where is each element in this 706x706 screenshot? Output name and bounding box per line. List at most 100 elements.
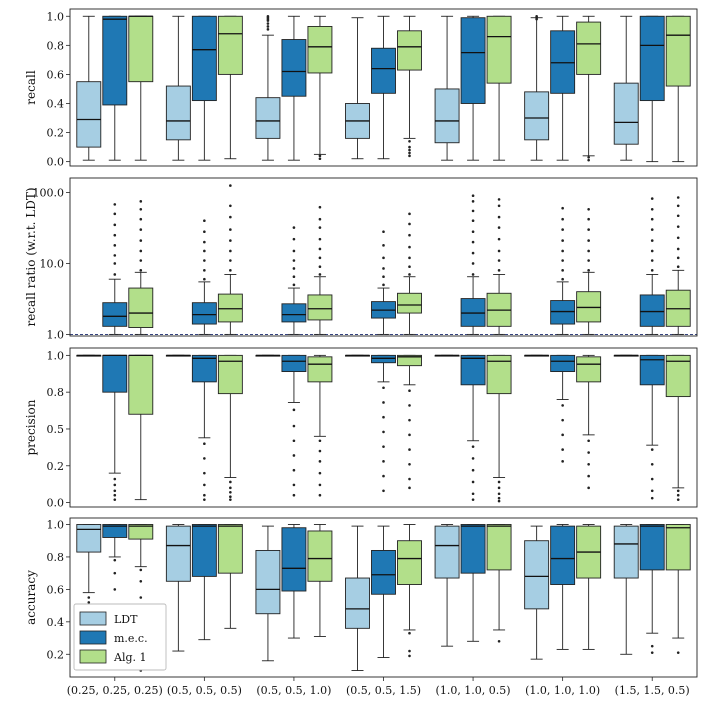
outlier-point xyxy=(382,283,385,287)
outlier-point xyxy=(471,492,475,496)
outlier-point xyxy=(87,596,91,599)
outlier-point xyxy=(676,204,680,208)
outlier-point xyxy=(318,483,322,487)
box-alg-1-5 xyxy=(486,15,512,161)
outlier-point xyxy=(587,249,590,253)
box-alg-1-5 xyxy=(486,354,512,503)
box-body xyxy=(460,524,486,574)
box-m-e-c-5 xyxy=(460,194,486,335)
outlier-point xyxy=(676,214,680,218)
box-body xyxy=(102,354,128,393)
outlier-point xyxy=(292,283,296,287)
outlier-point xyxy=(561,269,564,272)
outlier-point xyxy=(587,217,590,221)
box-body xyxy=(665,15,691,87)
outlier-point xyxy=(113,273,117,276)
outlier-point xyxy=(318,237,322,241)
y-tick-label: 0.8 xyxy=(47,39,65,52)
x-tick-label: (1.5, 1.5, 0.5) xyxy=(615,684,690,697)
y-tick-label: 1.0 xyxy=(47,349,65,362)
outlier-point xyxy=(471,251,475,255)
box-body xyxy=(486,524,512,571)
outlier-point xyxy=(650,448,654,451)
outlier-point xyxy=(408,477,411,481)
y-tick-label: 0.5 xyxy=(47,423,65,436)
outlier-point xyxy=(139,259,143,262)
box-body xyxy=(397,292,422,314)
legend-label: LDT xyxy=(114,613,138,626)
outlier-point xyxy=(113,588,117,591)
box-alg-1-2 xyxy=(217,524,243,629)
outlier-point xyxy=(408,233,411,237)
outlier-point xyxy=(587,269,590,272)
outlier-point xyxy=(471,194,475,198)
outlier-point xyxy=(292,454,296,457)
box-body xyxy=(345,577,370,629)
outlier-point xyxy=(408,448,411,451)
y-tick-label: 0.2 xyxy=(47,648,65,661)
outlier-point xyxy=(561,448,564,451)
outlier-point xyxy=(587,259,590,262)
outlier-point xyxy=(113,498,117,501)
outlier-point xyxy=(203,240,206,244)
box-m-e-c-6 xyxy=(550,206,576,335)
box-m-e-c-5 xyxy=(460,15,486,161)
box-ldt-3 xyxy=(255,14,281,161)
outlier-point xyxy=(318,439,322,443)
box-body xyxy=(524,540,550,610)
outlier-point xyxy=(676,489,680,493)
outlier-point xyxy=(650,651,654,654)
box-ldt-4 xyxy=(345,525,370,671)
box-alg-1-7 xyxy=(665,524,691,654)
outlier-point xyxy=(113,262,117,265)
y-axis-label: recall ratio (w.r.t. LDT) xyxy=(24,187,38,326)
outlier-point xyxy=(408,404,411,407)
panel-frame xyxy=(69,347,698,508)
outlier-point xyxy=(139,568,143,572)
outlier-point xyxy=(113,571,117,575)
box-m-e-c-2 xyxy=(191,15,217,161)
outlier-point xyxy=(587,439,590,443)
outlier-point xyxy=(113,558,117,562)
y-tick-label: 0.2 xyxy=(47,460,65,473)
box-body xyxy=(191,302,217,325)
outlier-point xyxy=(382,415,385,419)
outlier-point xyxy=(650,489,654,493)
y-tick-label: 10.0 xyxy=(40,257,65,270)
outlier-point xyxy=(139,579,143,583)
box-alg-1-4 xyxy=(397,212,422,335)
outlier-point xyxy=(408,654,411,658)
box-alg-1-1 xyxy=(128,200,154,335)
outlier-point xyxy=(229,486,232,490)
panel-recall: 0.0 0.2 0.4 0.6 0.8 1.0 recall xyxy=(24,8,698,169)
panel-precision: 0.0 0.2 0.5 0.8 1.0 precision xyxy=(24,347,698,510)
box-body xyxy=(281,303,307,323)
outlier-point xyxy=(561,217,564,221)
y-tick-label: 0.6 xyxy=(47,583,65,596)
outlier-point xyxy=(471,219,475,223)
y-tick-label: 0.4 xyxy=(47,616,65,629)
outlier-point xyxy=(292,424,296,428)
box-body xyxy=(639,524,665,571)
outlier-point xyxy=(203,259,206,262)
outlier-point xyxy=(292,468,296,472)
outlier-point xyxy=(229,204,232,208)
outlier-point xyxy=(650,477,654,481)
box-ldt-6 xyxy=(524,354,550,357)
outlier-point xyxy=(497,237,501,241)
box-body xyxy=(460,354,486,386)
box-body xyxy=(665,354,691,398)
box-body xyxy=(524,91,550,141)
outlier-point xyxy=(382,489,385,493)
box-body xyxy=(307,356,333,383)
outlier-point xyxy=(229,269,232,272)
outlier-point xyxy=(318,247,322,251)
outlier-point xyxy=(266,14,270,18)
outlier-point xyxy=(382,267,385,270)
box-m-e-c-7 xyxy=(639,15,665,163)
outlier-point xyxy=(497,249,501,253)
box-alg-1-4 xyxy=(397,15,422,158)
box-body xyxy=(307,530,333,582)
outlier-point xyxy=(587,486,590,490)
box-alg-1-6 xyxy=(576,207,602,335)
